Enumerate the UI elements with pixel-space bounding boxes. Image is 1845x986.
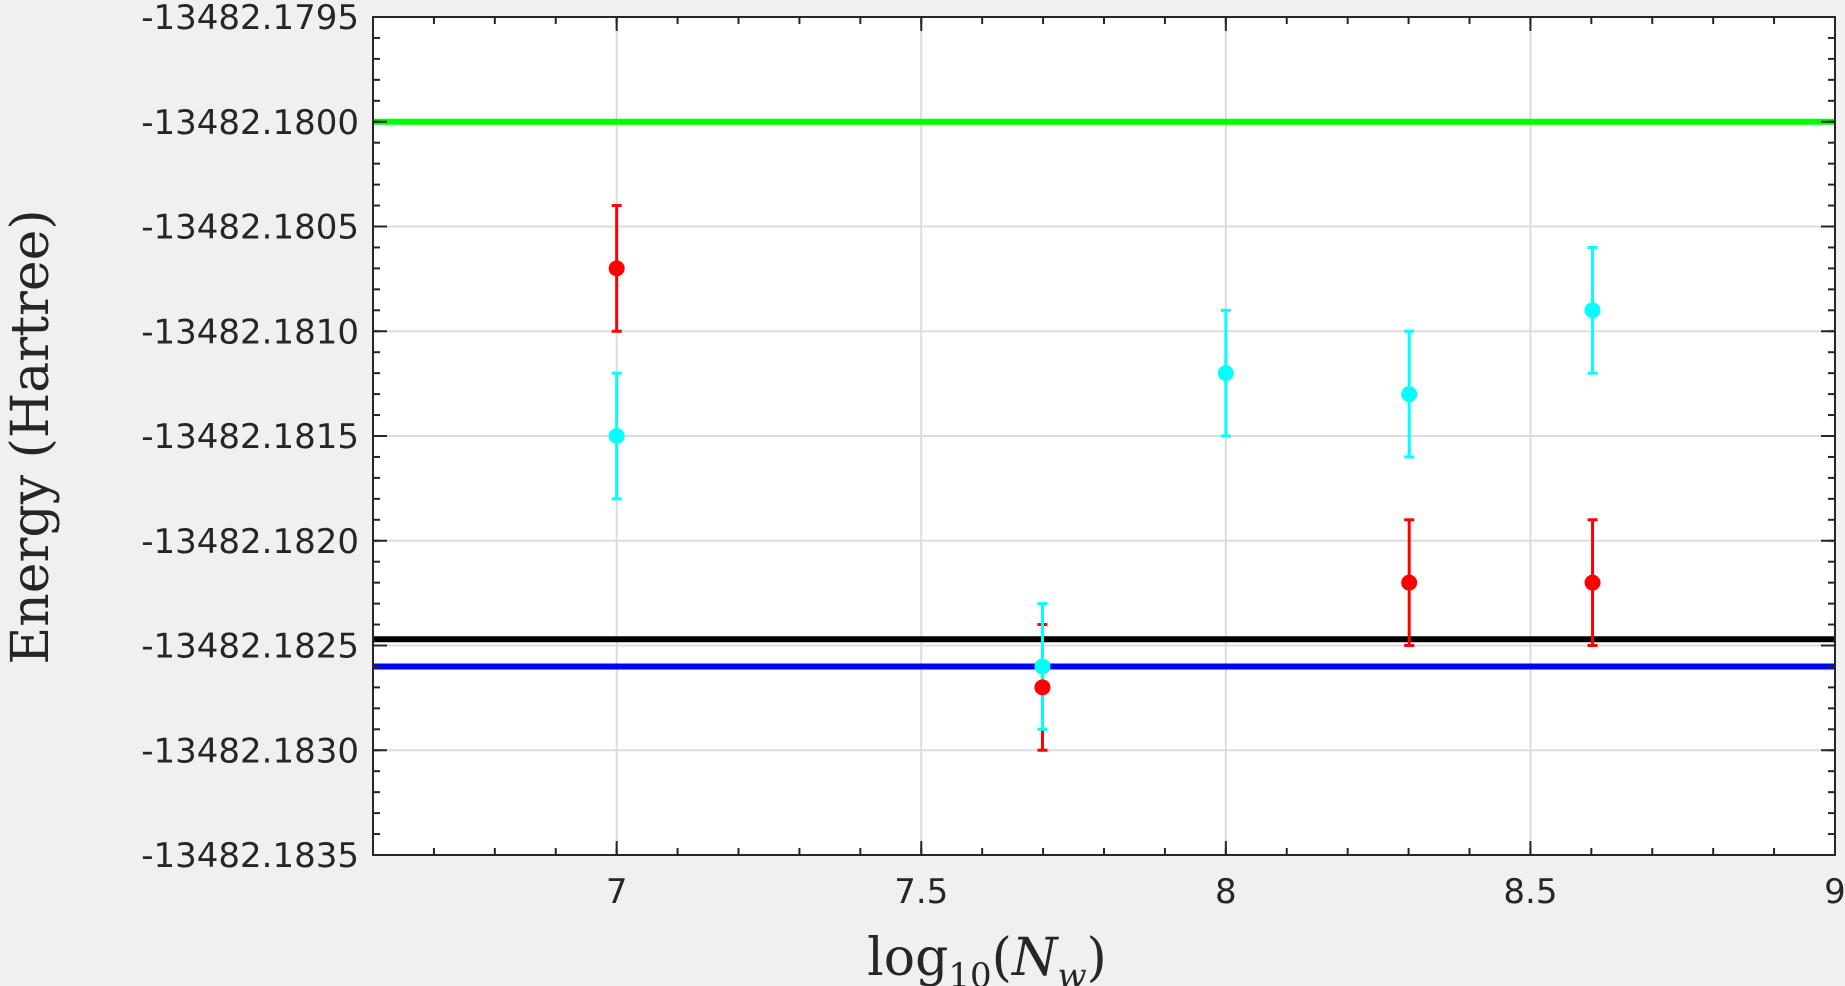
y-tick-label: -13482.1820 [141, 522, 359, 562]
data-points [608, 260, 1601, 696]
x-tick-label: 9 [1824, 872, 1845, 912]
data-point-series-1-0 [608, 428, 625, 444]
y-tick-label: -13482.1830 [141, 731, 359, 771]
x-tick-labels: 7 7.5 8 8.5 9 [606, 872, 1845, 912]
data-point-series-0-3 [1584, 574, 1601, 591]
x-tick-label: 8 [1215, 872, 1237, 912]
y-tick-label: -13482.1795 [141, 0, 359, 38]
x-tick-label: 8.5 [1503, 872, 1557, 912]
data-point-series-1-1 [1034, 658, 1051, 675]
data-point-series-1-4 [1584, 302, 1601, 319]
y-tick-label: -13482.1800 [141, 103, 359, 143]
y-tick-label: -13482.1810 [141, 312, 359, 352]
data-point-series-0-2 [1401, 574, 1418, 591]
data-point-series-0-1 [1034, 679, 1051, 696]
x-tick-label: 7 [606, 872, 628, 912]
data-point-series-1-3 [1401, 386, 1418, 403]
data-point-series-0-0 [608, 260, 625, 277]
y-tick-label: -13482.1815 [141, 417, 359, 457]
y-tick-labels: -13482.1795 -13482.1800 -13482.1805 -13482.… [141, 0, 359, 876]
x-tick-label: 7.5 [894, 872, 948, 912]
data-point-series-1-2 [1217, 365, 1234, 382]
y-tick-label: -13482.1835 [141, 836, 359, 876]
tick-marks [372, 16, 1836, 856]
y-tick-label: -13482.1805 [141, 208, 359, 248]
x-axis-label: log10(Nw) [867, 928, 1107, 986]
y-axis-label: Energy (Hartree) [1, 209, 61, 664]
y-tick-label: -13482.1825 [141, 627, 359, 667]
